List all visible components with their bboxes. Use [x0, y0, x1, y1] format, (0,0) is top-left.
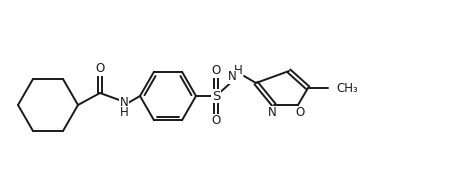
- Text: H: H: [120, 106, 128, 120]
- Text: O: O: [96, 62, 105, 76]
- Text: O: O: [295, 106, 305, 120]
- Text: H: H: [234, 64, 242, 77]
- Text: N: N: [228, 70, 236, 83]
- Text: N: N: [268, 106, 276, 120]
- Text: O: O: [212, 114, 221, 127]
- Text: CH₃: CH₃: [336, 82, 358, 95]
- Text: S: S: [212, 89, 220, 102]
- Text: O: O: [212, 64, 221, 77]
- Text: N: N: [120, 96, 128, 109]
